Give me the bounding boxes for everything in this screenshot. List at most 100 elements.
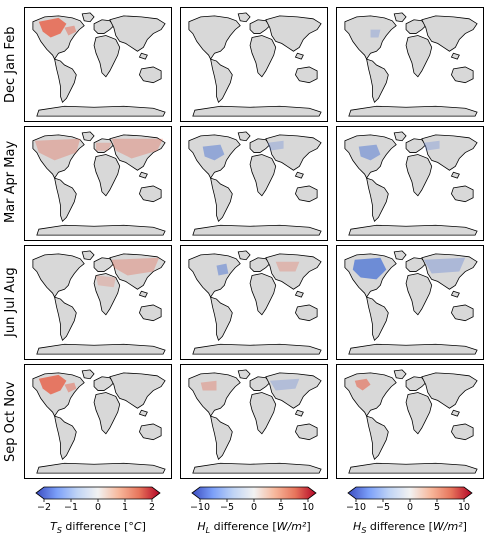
landmass xyxy=(36,105,166,117)
colorbar-tick-label: 0 xyxy=(406,502,414,513)
colorbar-tick-label: −5 xyxy=(375,502,391,513)
landmass xyxy=(348,462,478,474)
map-panel-r2-c2 xyxy=(180,126,328,241)
positive-anomaly xyxy=(38,17,67,38)
world-map xyxy=(32,250,166,355)
landmass xyxy=(405,376,427,391)
landmass xyxy=(450,423,474,441)
landmass xyxy=(348,105,478,117)
map-panel-r3-c2 xyxy=(180,245,328,360)
landmass xyxy=(366,415,389,461)
map-panel-r2-c1 xyxy=(24,126,172,241)
landmass xyxy=(93,376,115,391)
landmass xyxy=(294,52,304,60)
landmass xyxy=(344,15,397,60)
landmass xyxy=(237,12,251,23)
colorbar-tick-label: −5 xyxy=(219,502,235,513)
landmass xyxy=(249,392,277,435)
landmass xyxy=(249,376,271,391)
landmass xyxy=(366,58,389,104)
map-panel-r1-c3 xyxy=(336,7,484,122)
colorbar-tick-label: 5 xyxy=(277,502,285,513)
landmass xyxy=(393,369,407,380)
landmass xyxy=(393,131,407,142)
world-map xyxy=(188,131,322,236)
landmass xyxy=(405,35,433,78)
landmass xyxy=(81,12,95,23)
landmass xyxy=(93,138,115,153)
landmass xyxy=(421,253,478,290)
landmass xyxy=(54,415,77,461)
positive-anomaly xyxy=(64,25,77,36)
landmass xyxy=(138,185,162,203)
colorbar-tick-label: 1 xyxy=(121,502,129,513)
colorbar-tick-label: 0 xyxy=(94,502,102,513)
landmass xyxy=(32,134,85,179)
landmass xyxy=(138,423,162,441)
colorbar-tick-label: 5 xyxy=(433,502,441,513)
landmass xyxy=(32,253,85,298)
landmass xyxy=(265,253,322,290)
landmass xyxy=(138,52,148,60)
positive-anomaly xyxy=(111,138,164,159)
colorbar-tick-label: −1 xyxy=(63,502,79,513)
negative-anomaly xyxy=(423,257,466,274)
landmass xyxy=(210,415,233,461)
negative-anomaly xyxy=(267,140,284,151)
landmass xyxy=(210,58,233,104)
landmass xyxy=(192,224,322,236)
world-map xyxy=(344,250,478,355)
colorbar-tick-label: 2 xyxy=(148,502,156,513)
landmass xyxy=(405,154,433,197)
colorbar-gradient xyxy=(347,486,473,500)
negative-anomaly xyxy=(423,140,440,151)
landmass xyxy=(393,12,407,23)
landmass xyxy=(192,343,322,355)
world-map xyxy=(344,131,478,236)
landmass xyxy=(405,392,433,435)
landmass xyxy=(210,177,233,223)
landmass xyxy=(93,273,121,316)
landmass xyxy=(405,257,427,272)
map-panel-r3-c3 xyxy=(336,245,484,360)
colorbar-tick-label: −10 xyxy=(189,502,211,513)
landmass xyxy=(54,296,77,342)
colorbar-tick-label: 10 xyxy=(301,502,315,513)
landmass xyxy=(294,66,318,84)
world-map xyxy=(344,369,478,474)
landmass xyxy=(249,138,271,153)
landmass xyxy=(450,290,460,298)
landmass xyxy=(192,105,322,117)
landmass xyxy=(294,423,318,441)
landmass xyxy=(421,134,478,171)
colorbar-tick-label: 0 xyxy=(250,502,258,513)
landmass xyxy=(138,304,162,322)
world-map xyxy=(32,12,166,117)
landmass xyxy=(348,343,478,355)
landmass xyxy=(109,15,166,52)
landmass xyxy=(249,19,271,34)
landmass xyxy=(393,250,407,261)
landmass xyxy=(405,19,427,34)
map-panel-r3-c1 xyxy=(24,245,172,360)
landmass xyxy=(81,131,95,142)
landmass xyxy=(249,257,271,272)
positive-anomaly xyxy=(96,275,116,288)
landmass xyxy=(81,250,95,261)
landmass xyxy=(348,224,478,236)
landmass xyxy=(450,66,474,84)
landmass xyxy=(450,171,460,179)
positive-anomaly xyxy=(64,382,77,393)
positive-anomaly xyxy=(34,138,81,161)
map-panel-r1-c1 xyxy=(24,7,172,122)
landmass xyxy=(109,134,166,171)
landmass xyxy=(237,131,251,142)
landmass xyxy=(405,273,433,316)
colorbar-tick-label: 10 xyxy=(457,502,471,513)
negative-anomaly xyxy=(352,257,387,280)
landmass xyxy=(36,462,166,474)
negative-anomaly xyxy=(202,144,225,161)
map-panel-r4-c1 xyxy=(24,364,172,479)
world-map xyxy=(188,250,322,355)
landmass xyxy=(294,290,304,298)
